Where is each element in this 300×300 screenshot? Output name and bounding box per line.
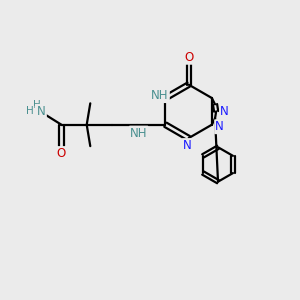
Text: N: N [37,105,46,118]
Text: N: N [183,139,191,152]
Text: NH: NH [130,127,148,140]
Text: N: N [215,120,224,133]
Text: H: H [26,106,34,116]
Text: O: O [57,147,66,160]
Text: N: N [220,105,229,118]
Text: O: O [184,51,193,64]
Text: H: H [33,100,41,110]
Text: NH: NH [152,89,169,102]
